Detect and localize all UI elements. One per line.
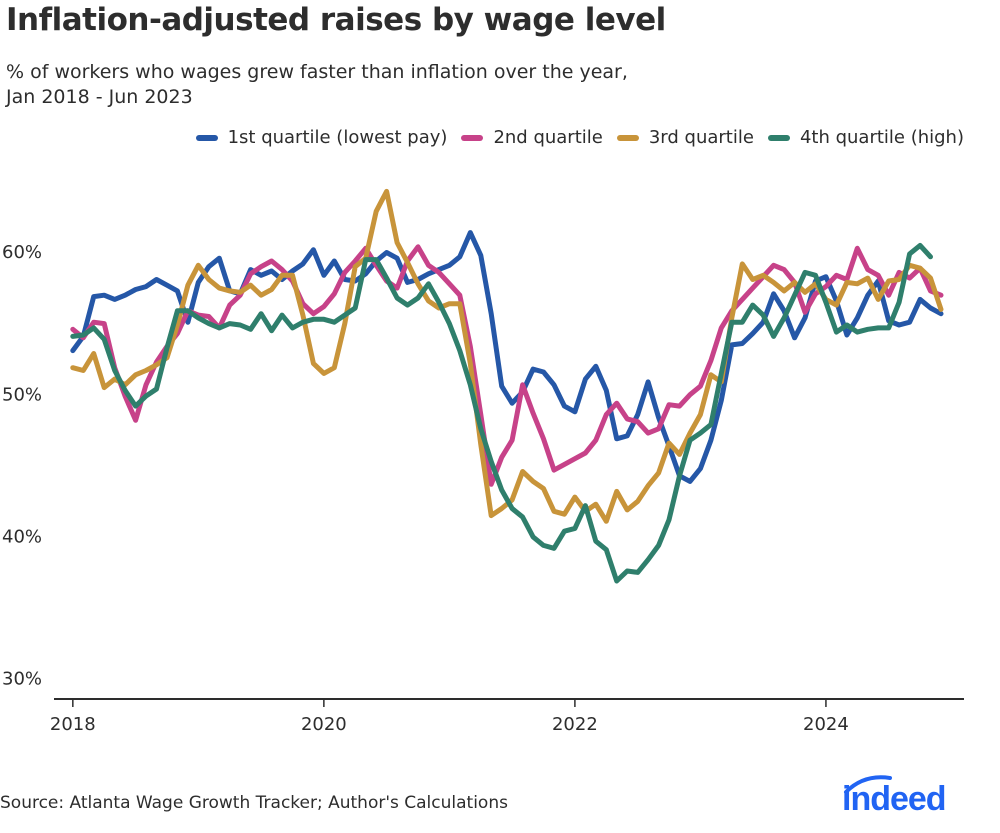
chart-legend: 1st quartile (lowest pay) 2nd quartile 3…: [195, 127, 964, 148]
series-line-q1: [70, 230, 944, 484]
subtitle-line-2: Jan 2018 - Jun 2023: [6, 86, 193, 108]
series-line-q4: [70, 242, 933, 584]
legend-label-q1: 1st quartile (lowest pay): [227, 127, 448, 148]
y-tick-label: 60%: [2, 242, 42, 263]
y-tick-label: 50%: [2, 384, 42, 405]
series-line-q3: [70, 188, 944, 524]
source-note: Source: Atlanta Wage Growth Tracker; Aut…: [0, 793, 508, 813]
legend-swatch-q1: [195, 134, 218, 141]
legend-label-q2: 2nd quartile: [493, 127, 603, 148]
x-tick-label: 2020: [301, 714, 347, 735]
x-tick-label: 2024: [803, 714, 849, 735]
legend-item-q1: 1st quartile (lowest pay): [195, 127, 448, 148]
series-line-q2: [70, 244, 944, 487]
legend-swatch-q4: [767, 134, 790, 141]
logo-text: indeed: [842, 780, 946, 818]
legend-swatch-q3: [616, 134, 639, 141]
chart-subtitle: % of workers who wages grew faster than …: [6, 60, 766, 110]
legend-label-q4: 4th quartile (high): [799, 127, 964, 148]
legend-label-q3: 3rd quartile: [648, 127, 754, 148]
x-tick-label: 2018: [50, 714, 96, 735]
y-tick-label: 40%: [2, 526, 42, 547]
logo-arc: [844, 775, 892, 794]
x-tick-label: 2022: [552, 714, 598, 735]
legend-item-q3: 3rd quartile: [616, 127, 754, 148]
legend-item-q2: 2nd quartile: [461, 127, 603, 148]
chart-title: Inflation-adjusted raises by wage level: [6, 2, 666, 38]
legend-swatch-q2: [461, 134, 484, 141]
y-tick-label: 30%: [2, 669, 42, 690]
legend-item-q4: 4th quartile (high): [767, 127, 964, 148]
subtitle-line-1: % of workers who wages grew faster than …: [6, 61, 628, 83]
indeed-logo: indeed: [842, 775, 947, 818]
